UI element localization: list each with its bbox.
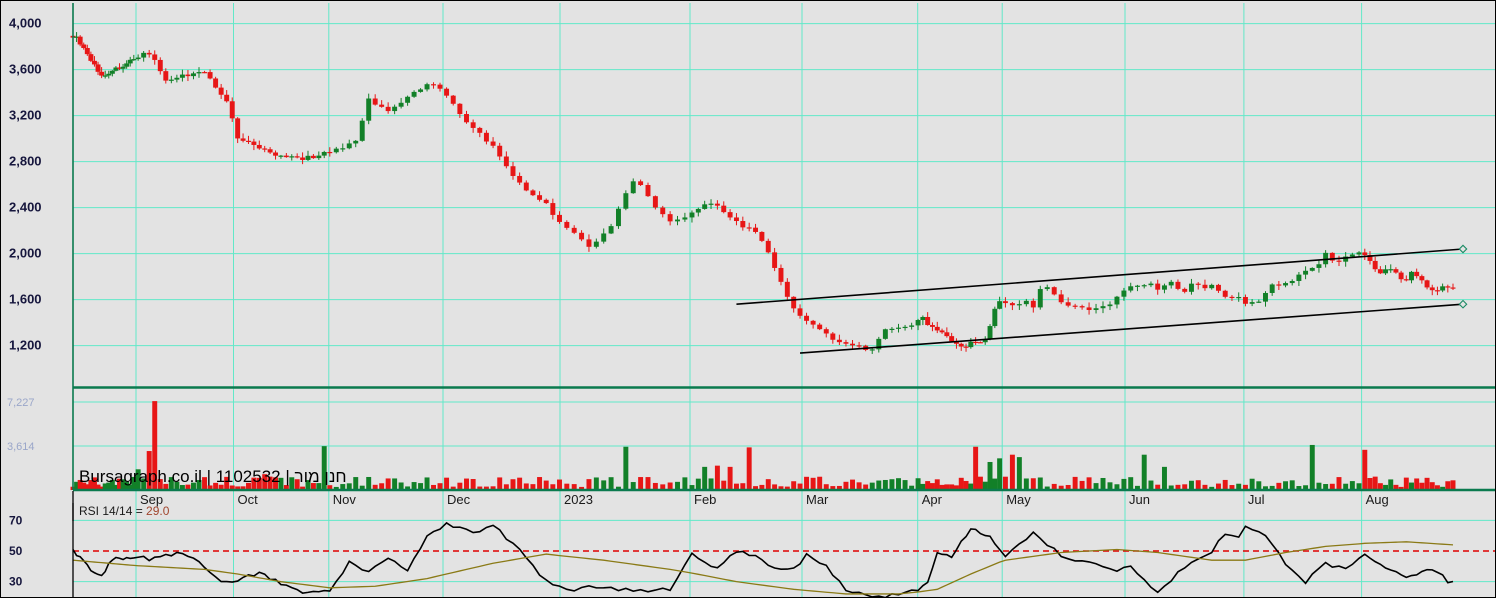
svg-text:RSI 14/14 = 29.0: RSI 14/14 = 29.0 [79,504,170,518]
svg-text:4,000: 4,000 [9,16,42,31]
svg-text:30: 30 [9,575,23,589]
svg-text:Mar: Mar [806,492,829,507]
svg-text:Oct: Oct [238,492,259,507]
svg-text:3,614: 3,614 [7,441,35,453]
svg-text:Feb: Feb [694,492,716,507]
svg-text:2,000: 2,000 [9,246,42,261]
svg-text:Apr: Apr [922,492,943,507]
svg-text:1,200: 1,200 [9,338,42,353]
svg-text:7,227: 7,227 [7,397,35,409]
svg-text:May: May [1006,492,1031,507]
svg-text:Dec: Dec [447,492,471,507]
svg-text:Jul: Jul [1248,492,1265,507]
svg-text:2,800: 2,800 [9,154,42,169]
svg-text:Jun: Jun [1129,492,1150,507]
svg-text:1,600: 1,600 [9,292,42,307]
svg-text:3,200: 3,200 [9,108,42,123]
svg-text:3,600: 3,600 [9,62,42,77]
svg-text:Nov: Nov [333,492,357,507]
svg-text:Bursagraph.co.il | 1102532 | ח: Bursagraph.co.il | 1102532 | חנן מור [79,467,347,486]
svg-text:2023: 2023 [564,492,593,507]
svg-text:70: 70 [9,513,23,527]
svg-text:50: 50 [9,544,23,558]
svg-text:2,400: 2,400 [9,200,42,215]
svg-text:Aug: Aug [1366,492,1389,507]
